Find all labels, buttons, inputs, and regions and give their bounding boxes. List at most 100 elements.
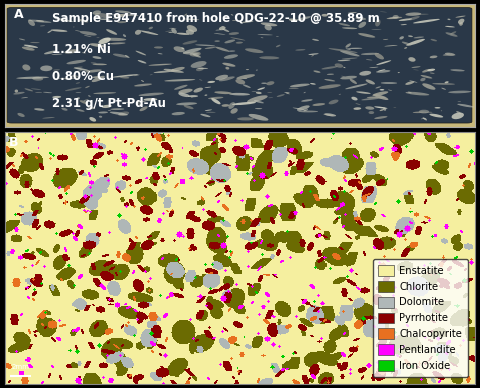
Ellipse shape — [36, 20, 44, 22]
Ellipse shape — [191, 61, 206, 68]
Ellipse shape — [93, 64, 107, 65]
Ellipse shape — [408, 35, 413, 37]
Ellipse shape — [200, 114, 211, 117]
Ellipse shape — [134, 83, 152, 87]
Ellipse shape — [171, 67, 185, 72]
Ellipse shape — [93, 10, 101, 15]
Ellipse shape — [378, 69, 385, 71]
Ellipse shape — [388, 90, 392, 91]
Ellipse shape — [256, 69, 258, 71]
Ellipse shape — [366, 59, 372, 61]
Ellipse shape — [434, 107, 441, 109]
Ellipse shape — [183, 52, 199, 55]
Ellipse shape — [216, 29, 221, 31]
Ellipse shape — [98, 38, 111, 44]
Ellipse shape — [148, 64, 172, 66]
Ellipse shape — [226, 67, 229, 69]
Ellipse shape — [66, 60, 86, 64]
Ellipse shape — [108, 110, 111, 111]
Ellipse shape — [117, 14, 125, 17]
Ellipse shape — [219, 26, 226, 30]
Ellipse shape — [257, 34, 273, 35]
Ellipse shape — [140, 106, 148, 111]
Ellipse shape — [324, 113, 336, 116]
Ellipse shape — [398, 72, 400, 73]
Ellipse shape — [168, 32, 174, 33]
Ellipse shape — [88, 106, 95, 109]
Ellipse shape — [457, 101, 461, 102]
Ellipse shape — [419, 110, 429, 113]
Ellipse shape — [52, 96, 61, 98]
Ellipse shape — [427, 69, 435, 71]
Ellipse shape — [120, 76, 130, 78]
Ellipse shape — [340, 76, 357, 80]
Ellipse shape — [65, 79, 68, 80]
Ellipse shape — [92, 76, 99, 78]
Ellipse shape — [197, 68, 208, 69]
Ellipse shape — [266, 81, 275, 85]
Ellipse shape — [135, 30, 141, 35]
Text: 2mm: 2mm — [12, 364, 29, 370]
Ellipse shape — [408, 92, 412, 93]
Ellipse shape — [40, 66, 52, 71]
Ellipse shape — [140, 30, 158, 35]
Ellipse shape — [381, 82, 397, 84]
Ellipse shape — [224, 54, 238, 59]
Ellipse shape — [53, 69, 60, 71]
Ellipse shape — [346, 43, 351, 48]
Ellipse shape — [349, 79, 357, 84]
Ellipse shape — [95, 17, 102, 19]
Ellipse shape — [342, 58, 358, 59]
Ellipse shape — [214, 33, 226, 35]
Ellipse shape — [74, 71, 82, 72]
Ellipse shape — [394, 107, 396, 108]
Ellipse shape — [138, 60, 146, 64]
Ellipse shape — [414, 36, 424, 38]
Ellipse shape — [34, 108, 45, 111]
Ellipse shape — [375, 87, 381, 88]
Ellipse shape — [380, 109, 384, 111]
Ellipse shape — [229, 93, 250, 95]
Ellipse shape — [99, 116, 102, 118]
Ellipse shape — [277, 94, 285, 97]
Ellipse shape — [384, 45, 397, 47]
Ellipse shape — [184, 19, 199, 20]
Ellipse shape — [44, 50, 57, 54]
Ellipse shape — [322, 14, 328, 17]
Ellipse shape — [254, 100, 264, 103]
Ellipse shape — [430, 55, 437, 58]
Ellipse shape — [95, 13, 112, 18]
Ellipse shape — [367, 96, 384, 98]
Ellipse shape — [106, 51, 110, 52]
Ellipse shape — [149, 27, 153, 29]
Ellipse shape — [459, 22, 463, 26]
Ellipse shape — [195, 45, 215, 46]
Ellipse shape — [413, 111, 426, 113]
Ellipse shape — [73, 27, 74, 28]
Ellipse shape — [48, 30, 52, 33]
Ellipse shape — [376, 70, 390, 73]
Ellipse shape — [136, 103, 144, 105]
Ellipse shape — [154, 47, 163, 48]
Ellipse shape — [295, 49, 305, 50]
Ellipse shape — [93, 56, 101, 59]
Ellipse shape — [312, 103, 325, 106]
Ellipse shape — [164, 69, 184, 73]
Ellipse shape — [24, 45, 38, 48]
Ellipse shape — [369, 67, 378, 68]
Ellipse shape — [456, 111, 461, 114]
Ellipse shape — [137, 100, 147, 103]
Ellipse shape — [286, 93, 290, 94]
Ellipse shape — [383, 108, 386, 111]
Ellipse shape — [457, 104, 474, 107]
Ellipse shape — [21, 97, 28, 98]
Ellipse shape — [409, 80, 418, 83]
Ellipse shape — [51, 54, 62, 55]
Ellipse shape — [139, 93, 164, 96]
Ellipse shape — [448, 91, 471, 93]
Ellipse shape — [43, 92, 52, 93]
Ellipse shape — [177, 33, 189, 35]
Ellipse shape — [255, 108, 262, 109]
Legend: Enstatite, Chlorite, Dolomite, Pyrrhotite, Chalcopyrite, Pentlandite, Iron Oxide: Enstatite, Chlorite, Dolomite, Pyrrhotit… — [373, 259, 468, 377]
Ellipse shape — [184, 14, 187, 16]
